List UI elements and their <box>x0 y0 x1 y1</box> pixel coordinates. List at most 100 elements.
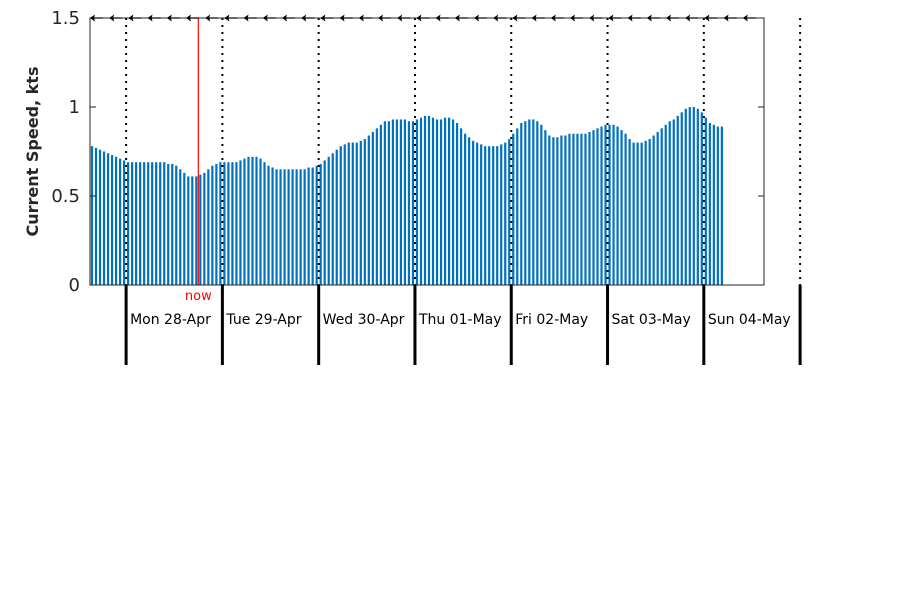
speed-bar <box>588 131 591 285</box>
now-marker: now <box>185 18 212 304</box>
speed-bar <box>704 117 707 286</box>
speed-bar <box>391 119 395 286</box>
speed-bar <box>455 123 459 286</box>
speed-bar <box>423 115 427 286</box>
speed-bar <box>267 165 270 285</box>
speed-bar <box>524 121 527 286</box>
speed-bar <box>427 115 431 286</box>
arrow-head <box>589 14 595 22</box>
speed-bar <box>480 144 483 285</box>
speed-bar <box>331 153 334 285</box>
speed-bar <box>592 130 595 285</box>
speed-bar <box>544 130 547 285</box>
arrow-head <box>454 14 460 22</box>
day-gridlines <box>125 18 802 285</box>
speed-bar <box>664 124 667 285</box>
speed-bar <box>540 124 543 285</box>
speed-bar <box>676 115 679 286</box>
speed-bar <box>279 169 282 285</box>
speed-bar <box>660 128 663 285</box>
speed-bar <box>684 108 687 285</box>
speed-bar <box>307 167 310 285</box>
arrow-head <box>531 14 537 22</box>
speed-bar <box>123 160 126 285</box>
arrow-head <box>90 14 95 22</box>
speed-bar <box>135 162 138 285</box>
speed-bar <box>127 162 130 285</box>
arrow-head <box>128 14 134 22</box>
speed-bar <box>219 162 222 285</box>
speed-bar <box>271 167 274 285</box>
speed-bar <box>343 144 346 285</box>
speed-bar <box>696 108 699 285</box>
speed-bar <box>263 162 266 285</box>
speed-bar <box>419 117 423 286</box>
arrow-head <box>474 14 479 22</box>
speed-bar <box>191 176 194 285</box>
speed-bar <box>460 128 463 285</box>
speed-bar <box>484 146 487 285</box>
speed-bar <box>608 124 611 285</box>
direction-arrows <box>90 14 756 22</box>
y-axis-label: Current Speed, kts <box>23 67 42 237</box>
arrow-head <box>186 14 191 22</box>
speed-bar <box>227 162 230 285</box>
speed-bar <box>556 137 559 285</box>
speed-bar <box>98 149 102 285</box>
speed-bar <box>596 128 599 285</box>
speed-bar <box>131 162 134 285</box>
speed-bar <box>283 169 286 285</box>
day-label: Wed 30-Apr <box>323 312 405 328</box>
y-tick-label: 1.5 <box>51 8 80 29</box>
speed-bar <box>319 163 322 285</box>
speed-bar <box>171 163 174 285</box>
speed-bar <box>303 169 306 285</box>
speed-bar <box>339 146 342 285</box>
speed-bar <box>287 169 290 285</box>
speed-bar <box>720 126 723 285</box>
speed-bar <box>624 133 627 285</box>
speed-bar <box>476 142 479 285</box>
speed-bar <box>564 135 567 285</box>
speed-bar <box>327 156 330 285</box>
speed-bar <box>648 139 651 285</box>
speed-bar <box>102 151 106 285</box>
speed-bar <box>700 112 703 285</box>
speed-bar <box>159 162 162 285</box>
day-labels: Mon 28-Apr Tue 29-Apr Wed 30-Apr Thu 01-May… <box>130 312 791 328</box>
speed-bar <box>187 176 190 285</box>
speed-bar <box>175 165 178 285</box>
speed-bars <box>90 107 723 286</box>
arrow-head <box>666 14 671 22</box>
speed-bar <box>143 162 146 285</box>
speed-bar <box>179 169 182 285</box>
arrow-head <box>262 14 268 22</box>
speed-bar <box>151 162 154 285</box>
speed-bar <box>708 123 711 286</box>
speed-bar <box>139 162 142 285</box>
y-tick-label: 0 <box>69 275 80 296</box>
speed-bar <box>496 146 499 285</box>
speed-bar <box>355 142 358 285</box>
speed-bar <box>207 169 210 285</box>
speed-bar <box>235 162 238 285</box>
speed-bar <box>616 126 619 285</box>
speed-bar <box>347 142 350 285</box>
arrow-head <box>109 14 115 22</box>
speed-bar <box>668 121 671 286</box>
speed-bar <box>375 128 378 285</box>
arrow-head <box>646 14 652 22</box>
speed-bar <box>516 128 519 285</box>
speed-bar <box>351 142 354 285</box>
arrow-head <box>723 14 729 22</box>
speed-bar <box>211 165 214 285</box>
arrow-head <box>320 14 326 22</box>
arrow-head <box>378 14 383 22</box>
arrow-head <box>243 14 249 22</box>
now-label: now <box>185 289 212 304</box>
arrow-head <box>608 14 614 22</box>
speed-bar <box>532 119 535 286</box>
speed-bar <box>291 169 294 285</box>
arrow-head <box>570 14 575 22</box>
